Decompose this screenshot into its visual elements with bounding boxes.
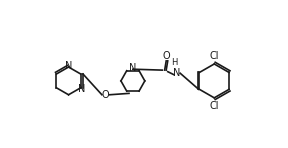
Text: Cl: Cl [209,100,219,111]
Text: N: N [65,61,72,71]
Text: H: H [171,58,177,67]
Text: O: O [162,51,170,61]
Text: N: N [173,68,181,78]
Text: Cl: Cl [209,51,219,61]
Text: O: O [102,90,109,100]
Text: N: N [78,84,85,94]
Text: N: N [129,63,137,73]
